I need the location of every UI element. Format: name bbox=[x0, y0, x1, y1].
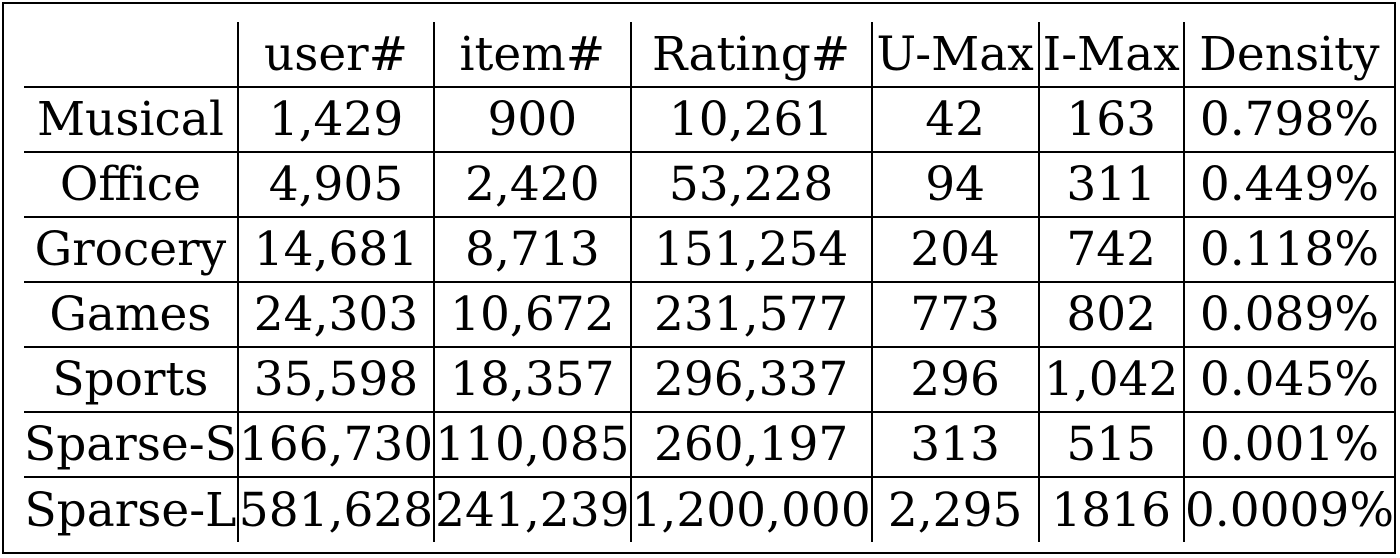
table-cell: 260,197 bbox=[629, 411, 872, 477]
column-header-ratings: Rating# bbox=[629, 22, 872, 87]
row-label: Sports bbox=[24, 346, 238, 412]
table-cell: 24,303 bbox=[236, 281, 435, 347]
table-cell: 296,337 bbox=[629, 346, 872, 412]
table-row: Sparse-S 166,730 110,085 260,197 313 515… bbox=[24, 411, 1394, 477]
table-cell: 8,713 bbox=[433, 216, 631, 282]
table-cell: 10,672 bbox=[433, 281, 631, 347]
table-cell: 94 bbox=[870, 151, 1039, 217]
table-cell: 204 bbox=[870, 216, 1039, 282]
table-row: Grocery 14,681 8,713 151,254 204 742 0.1… bbox=[24, 216, 1394, 282]
column-header-u-max: U-Max bbox=[870, 22, 1039, 87]
table-cell: 311 bbox=[1037, 151, 1184, 217]
table-row: Sports 35,598 18,357 296,337 296 1,042 0… bbox=[24, 346, 1394, 412]
table-row: Musical 1,429 900 10,261 42 163 0.798% bbox=[24, 86, 1394, 152]
table-cell: 10,261 bbox=[629, 86, 872, 152]
table-cell: 166,730 bbox=[236, 411, 435, 477]
column-header-users: user# bbox=[236, 22, 435, 87]
row-label: Sparse-L bbox=[24, 476, 238, 542]
table-cell: 0.045% bbox=[1182, 346, 1394, 412]
table-cell: 1,429 bbox=[236, 86, 435, 152]
column-header-density: Density bbox=[1182, 22, 1394, 87]
table-row: Office 4,905 2,420 53,228 94 311 0.449% bbox=[24, 151, 1394, 217]
table-cell: 1816 bbox=[1037, 476, 1184, 542]
table-cell: 0.089% bbox=[1182, 281, 1394, 347]
row-label: Musical bbox=[24, 86, 238, 152]
table-cell: 35,598 bbox=[236, 346, 435, 412]
table-cell: 0.0009% bbox=[1182, 476, 1394, 542]
row-label: Games bbox=[24, 281, 238, 347]
table-cell: 163 bbox=[1037, 86, 1184, 152]
table-cell: 1,200,000 bbox=[629, 476, 872, 542]
table-cell: 313 bbox=[870, 411, 1039, 477]
table-cell: 802 bbox=[1037, 281, 1184, 347]
table-cell: 110,085 bbox=[433, 411, 631, 477]
dataset-statistics-table: user# item# Rating# U-Max I-Max Density … bbox=[24, 22, 1394, 542]
column-header-items: item# bbox=[433, 22, 631, 87]
table-cell: 0.001% bbox=[1182, 411, 1394, 477]
row-label: Grocery bbox=[24, 216, 238, 282]
table-cell: 53,228 bbox=[629, 151, 872, 217]
table-cell: 1,042 bbox=[1037, 346, 1184, 412]
table-cell: 42 bbox=[870, 86, 1039, 152]
table-cell: 773 bbox=[870, 281, 1039, 347]
header-row: user# item# Rating# U-Max I-Max Density bbox=[24, 22, 1394, 87]
table-cell: 515 bbox=[1037, 411, 1184, 477]
table-cell: 900 bbox=[433, 86, 631, 152]
table-cell: 18,357 bbox=[433, 346, 631, 412]
table-row: Games 24,303 10,672 231,577 773 802 0.08… bbox=[24, 281, 1394, 347]
table-cell: 4,905 bbox=[236, 151, 435, 217]
row-label: Office bbox=[24, 151, 238, 217]
table-cell: 742 bbox=[1037, 216, 1184, 282]
table-cell: 0.449% bbox=[1182, 151, 1394, 217]
table-cell: 231,577 bbox=[629, 281, 872, 347]
table-cell: 241,239 bbox=[433, 476, 631, 542]
table-row: Sparse-L 581,628 241,239 1,200,000 2,295… bbox=[24, 476, 1394, 542]
table-cell: 14,681 bbox=[236, 216, 435, 282]
row-label: Sparse-S bbox=[24, 411, 238, 477]
table-cell: 2,295 bbox=[870, 476, 1039, 542]
table-cell: 581,628 bbox=[236, 476, 435, 542]
column-header-blank bbox=[24, 22, 238, 87]
column-header-i-max: I-Max bbox=[1037, 22, 1184, 87]
table-cell: 0.798% bbox=[1182, 86, 1394, 152]
table-cell: 2,420 bbox=[433, 151, 631, 217]
table-cell: 151,254 bbox=[629, 216, 872, 282]
table-cell: 296 bbox=[870, 346, 1039, 412]
table-cell: 0.118% bbox=[1182, 216, 1394, 282]
